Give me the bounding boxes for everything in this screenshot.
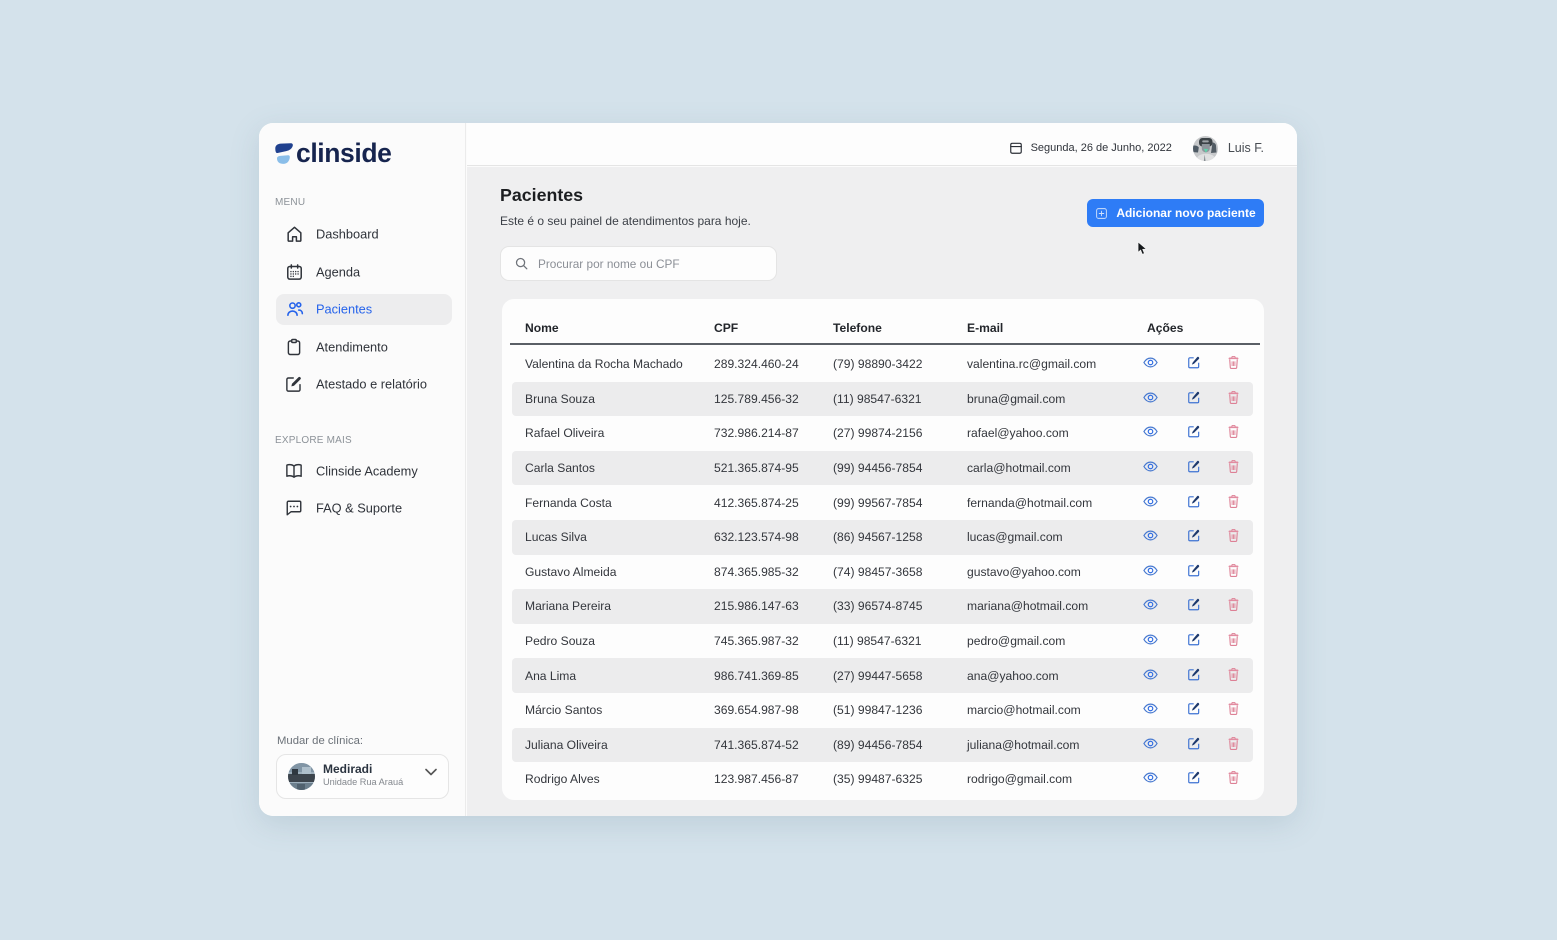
svg-text:clinside: clinside — [296, 138, 391, 167]
